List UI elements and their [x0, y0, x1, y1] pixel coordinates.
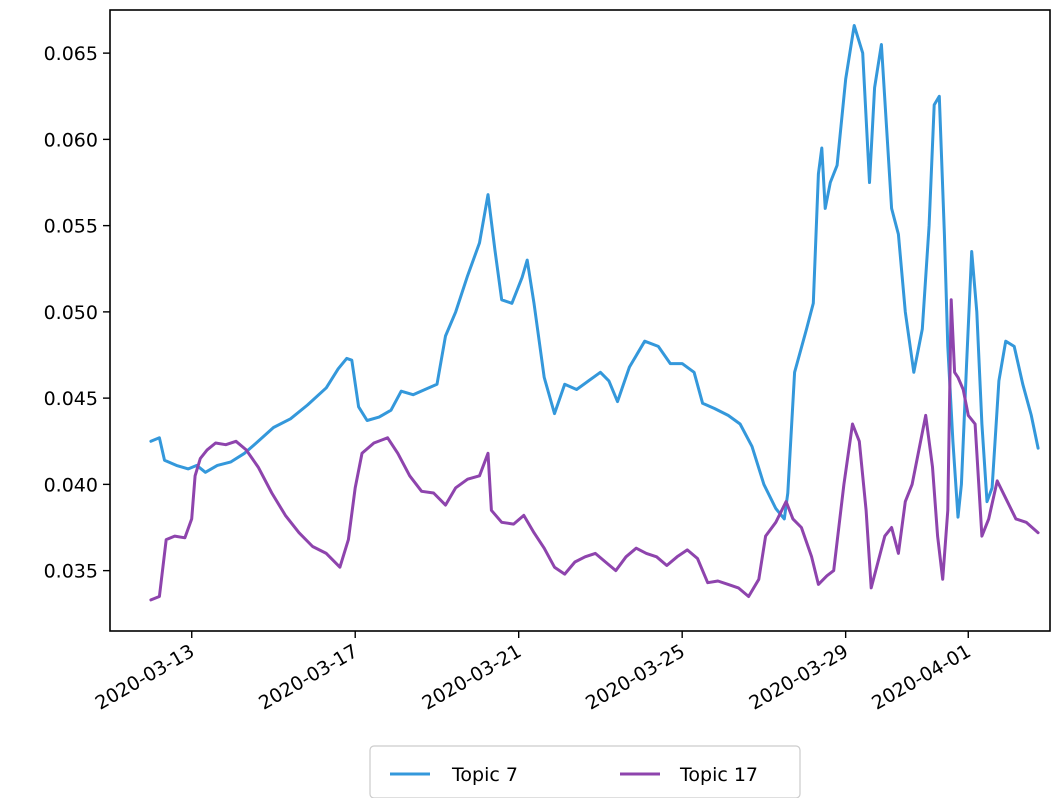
y-tick-label: 0.040: [44, 474, 98, 496]
legend-label-2: Topic 17: [679, 764, 758, 786]
series-line-1: [149, 24, 1040, 521]
y-tick-label: 0.060: [44, 129, 98, 151]
series-line-2: [149, 298, 1040, 602]
y-tick-label: 0.035: [44, 561, 98, 583]
y-tick-label: 0.065: [44, 43, 98, 65]
y-tick-label: 0.055: [44, 216, 98, 238]
y-axis: 0.035 0.040 0.045 0.050 0.055 0.060 0.065: [44, 43, 110, 583]
series-layer: [149, 24, 1040, 602]
legend: Topic 7 Topic 17: [369, 745, 801, 799]
legend-label-1: Topic 7: [451, 764, 518, 786]
y-tick-label: 0.045: [44, 388, 98, 410]
y-tick-label: 0.050: [44, 302, 98, 324]
plot-frame: [109, 9, 1051, 632]
